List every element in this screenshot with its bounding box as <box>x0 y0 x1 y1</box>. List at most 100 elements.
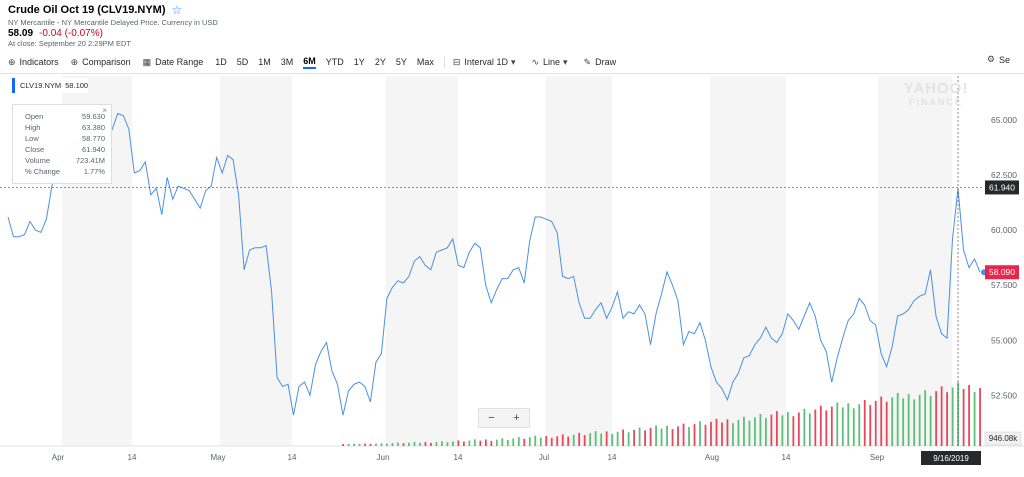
crosshair-value-label: 61.940 <box>989 182 1015 192</box>
range-ytd[interactable]: YTD <box>325 57 344 67</box>
close-icon[interactable]: × <box>102 106 107 115</box>
volume-bar <box>671 429 674 446</box>
volume-bar <box>413 442 416 446</box>
range-1d[interactable]: 1D <box>215 57 227 67</box>
volume-bar <box>567 436 570 446</box>
volume-bar <box>759 414 762 446</box>
quote-price: 58.09 <box>8 28 34 39</box>
gear-icon: ⚙ <box>986 54 995 64</box>
volume-bar <box>446 442 449 446</box>
volume-bar <box>688 426 690 446</box>
volume-bar <box>935 391 938 446</box>
tooltip-value: 59.630 <box>82 112 105 121</box>
range-2y[interactable]: 2Y <box>374 57 386 67</box>
volume-bar <box>473 439 476 446</box>
volume-bar <box>814 409 817 446</box>
interval-button[interactable]: ⊟ Interval 1D ▾ <box>453 57 520 68</box>
volume-bar <box>638 427 641 446</box>
plus-circle-icon: ⊕ <box>8 56 16 67</box>
comparison-button[interactable]: ⊕ Comparison <box>71 57 131 68</box>
settings-button[interactable]: ⚙ Se <box>987 54 1010 65</box>
zoom-out-button[interactable]: − <box>488 412 495 424</box>
volume-bar <box>589 433 592 446</box>
volume-bar <box>583 435 586 446</box>
volume-bar <box>951 387 954 446</box>
chevron-down-icon: ▾ <box>563 56 568 67</box>
indicators-button[interactable]: ⊕ Indicators <box>8 57 59 68</box>
volume-bar <box>797 412 800 446</box>
line-type-button[interactable]: ∿ Line ▾ <box>531 57 571 68</box>
volume-bar <box>462 441 465 446</box>
x-tick-label: 14 <box>128 453 137 462</box>
date-range-button[interactable]: ▦ Date Range <box>143 57 204 68</box>
volume-bar <box>523 438 526 446</box>
tooltip-row: Open 59.630 <box>25 111 105 122</box>
series-symbol-tag[interactable]: CLV19.NYM 58.100 <box>12 78 89 93</box>
volume-bar <box>616 431 619 446</box>
volume-bar <box>627 432 630 446</box>
volume-bar <box>710 421 712 446</box>
volume-bar <box>896 392 899 446</box>
volume-bar <box>781 415 784 446</box>
range-6m[interactable]: 6M <box>303 56 316 69</box>
tooltip-row: Low 58.770 <box>25 133 105 144</box>
star-icon[interactable]: ☆ <box>171 3 183 17</box>
range-1m[interactable]: 1M <box>258 57 271 67</box>
volume-bar <box>819 405 822 446</box>
crosshair-date-box <box>921 451 981 465</box>
zoom-in-button[interactable]: + <box>513 412 520 424</box>
volume-bar <box>633 429 636 446</box>
volume-bar <box>924 390 927 446</box>
range-3m[interactable]: 3M <box>280 57 294 67</box>
volume-bar <box>600 433 603 446</box>
tooltip-value: 1.77% <box>83 167 105 176</box>
chevron-down-icon: ▾ <box>510 56 516 67</box>
crosshair-value-box <box>985 180 1019 195</box>
toolbar-divider-line <box>0 73 1024 74</box>
volume-value-label: 946.08k <box>989 434 1018 443</box>
x-tick-label: Jun <box>377 453 390 462</box>
watermark-line1: YAHOO! <box>903 80 969 97</box>
volume-bar <box>457 440 460 446</box>
volume-bar <box>501 438 504 446</box>
tooltip-label: % Change <box>25 167 61 176</box>
tooltip-value: 723.41M <box>75 156 105 165</box>
draw-button[interactable]: ✎ Draw <box>584 57 617 68</box>
indicators-label: Indicators <box>19 57 59 67</box>
volume-bar <box>973 392 976 446</box>
y-tick-label: 60.000 <box>991 225 1017 235</box>
volume-bar <box>732 423 734 446</box>
volume-bar <box>561 434 564 446</box>
volume-bar <box>852 408 855 446</box>
x-tick-label: May <box>210 453 225 462</box>
time-band <box>220 76 292 446</box>
pencil-icon: ✎ <box>583 56 592 67</box>
volume-bar <box>891 397 894 446</box>
volume-bar <box>353 443 355 446</box>
volume-bar <box>660 428 663 446</box>
watermark-line2: FINANCE <box>909 97 963 107</box>
comparison-label: Comparison <box>82 57 131 67</box>
volume-bar <box>770 414 773 446</box>
y-tick-label: 65.000 <box>991 115 1017 125</box>
volume-bar <box>968 385 970 446</box>
volume-bar <box>386 443 388 446</box>
volume-bar <box>836 402 839 446</box>
volume-bar <box>484 439 487 446</box>
tooltip-label: High <box>25 123 41 132</box>
volume-bar <box>765 418 767 446</box>
volume-bar <box>380 443 383 446</box>
volume-bar <box>825 410 828 446</box>
volume-bar <box>572 434 575 446</box>
range-1y[interactable]: 1Y <box>353 57 365 67</box>
range-max[interactable]: Max <box>416 57 434 67</box>
range-5d[interactable]: 5D <box>236 57 249 67</box>
volume-bar <box>907 393 910 446</box>
y-tick-label: 62.500 <box>991 170 1017 180</box>
interval-label: Interval <box>464 57 494 67</box>
y-tick-label: 52.500 <box>991 390 1017 400</box>
tooltip-label: Close <box>25 145 45 154</box>
line-chart-icon: ∿ <box>531 56 540 67</box>
range-5y[interactable]: 5Y <box>395 57 407 67</box>
